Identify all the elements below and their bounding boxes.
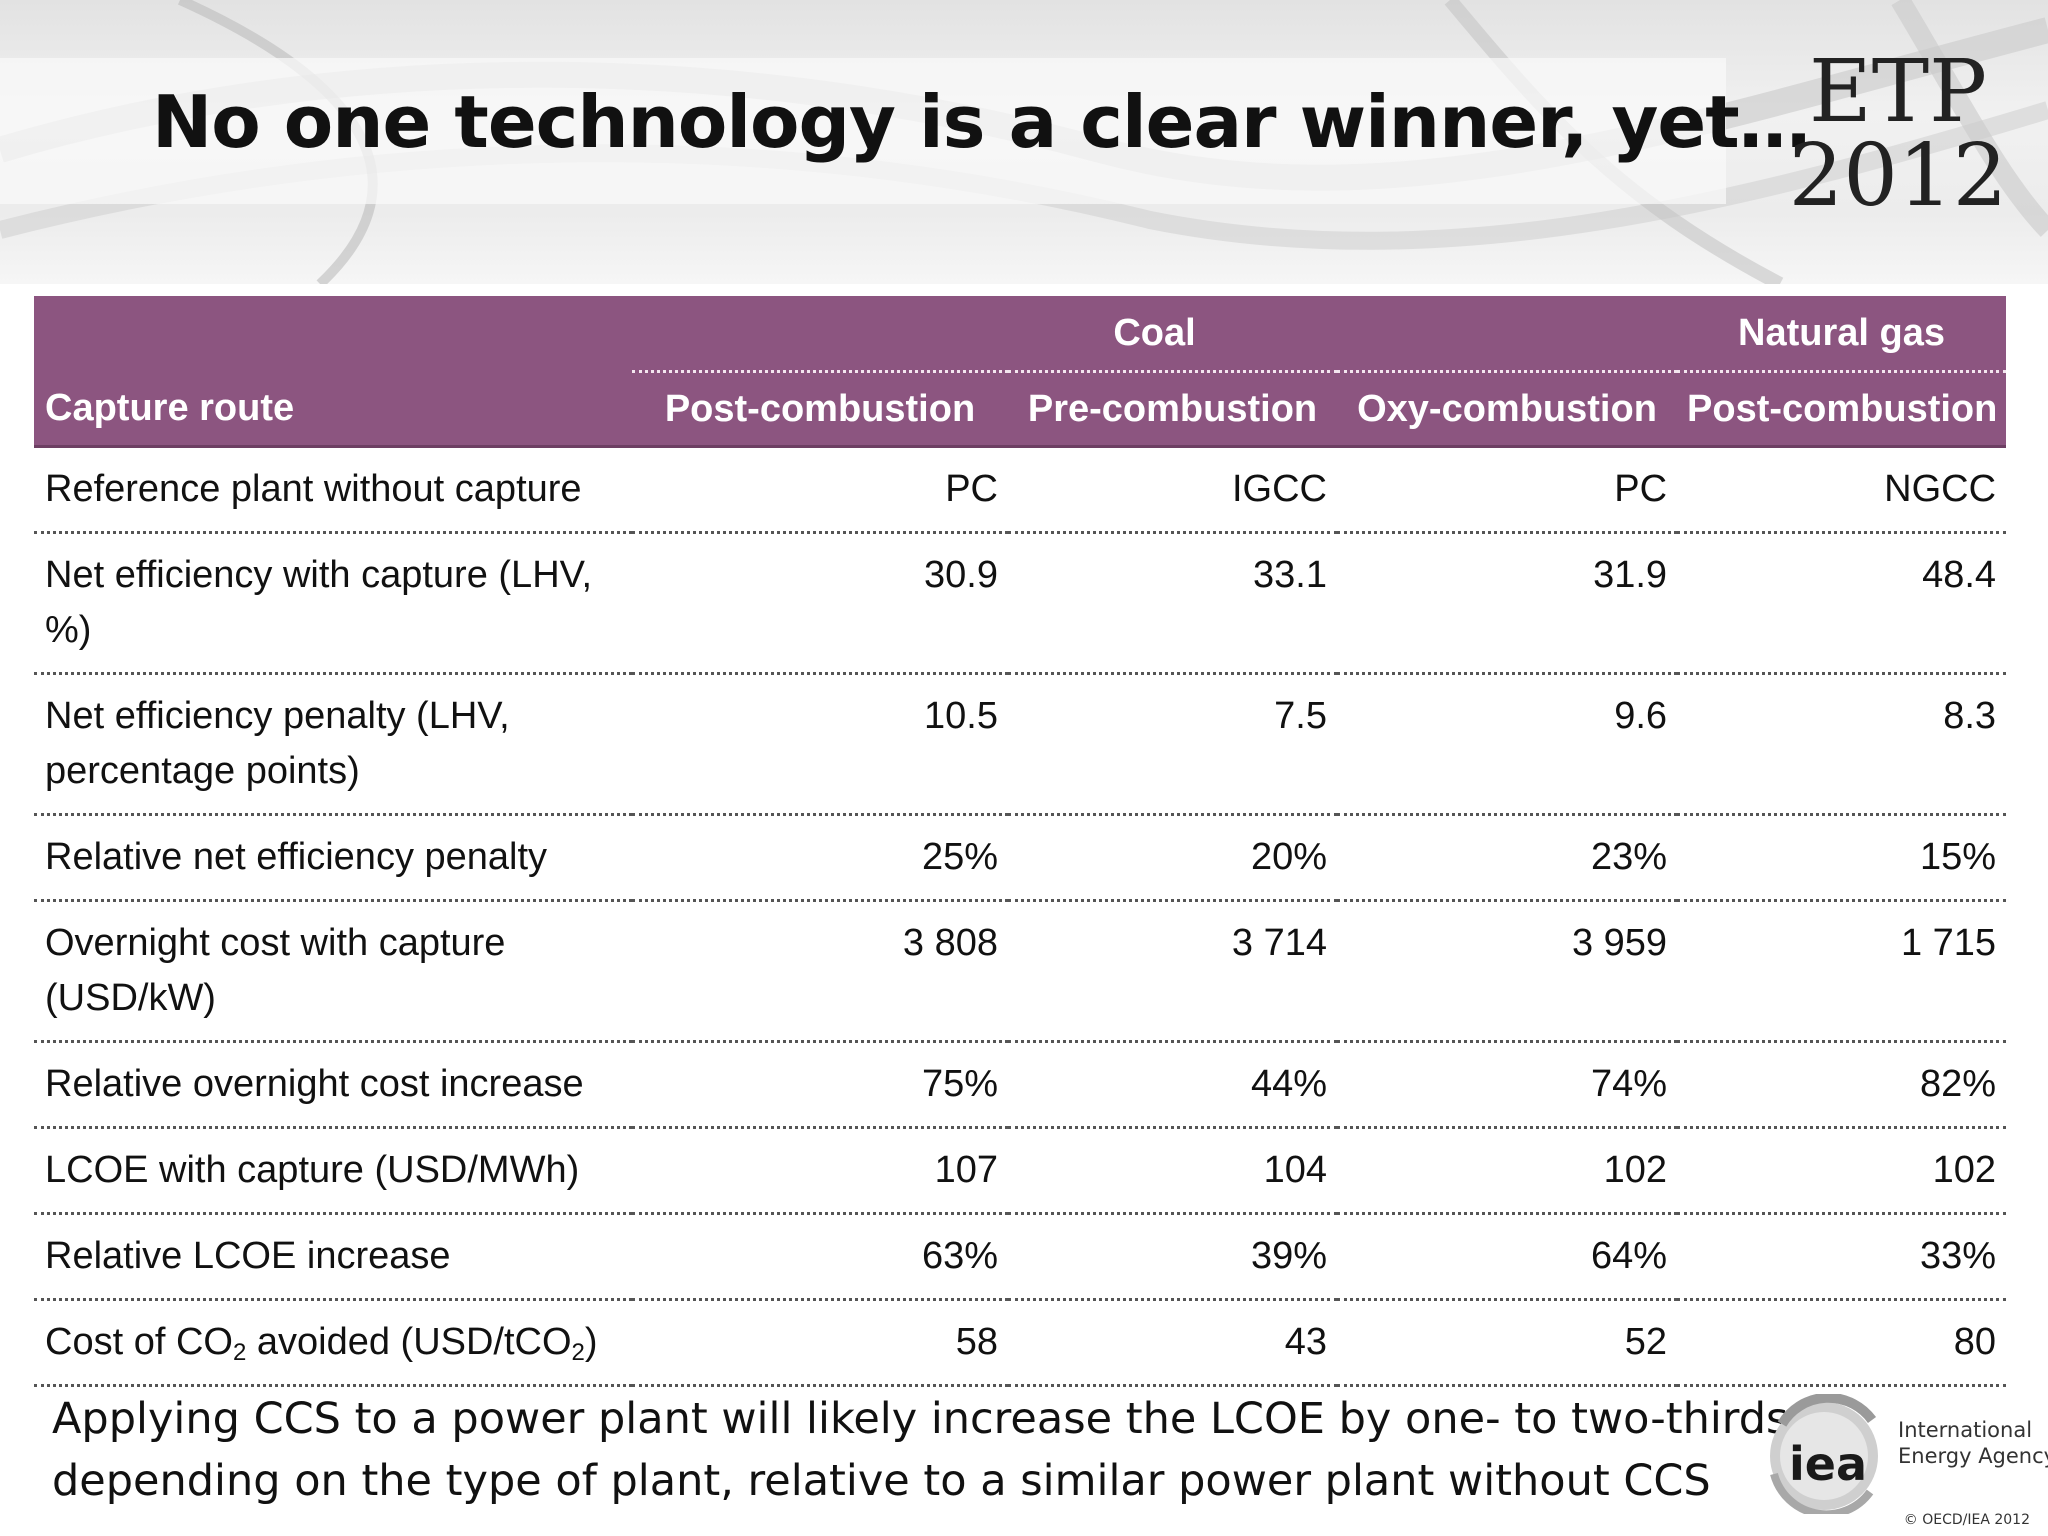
table-cell: 25% [632,814,1008,902]
slide-title: No one technology is a clear winner, yet… [152,80,1811,164]
table-cell: 33.1 [1008,532,1337,675]
group-header-empty [34,296,632,372]
table-column-header-row: Capture route Post-combustion Pre-combus… [34,371,2007,448]
table-cell: 23% [1337,814,1678,902]
column-header-coal-post-combustion: Post-combustion [632,371,1008,448]
iea-logo-icon: iea [1770,1394,1878,1514]
table-row: Net efficiency penalty (LHV, percentage … [34,673,2007,816]
table-cell: PC [632,446,1008,534]
group-header-coal: Coal [632,296,1678,373]
row-label: LCOE with capture (USD/MWh) [34,1127,632,1215]
row-label: Relative overnight cost increase [34,1041,632,1129]
row-label: Net efficiency penalty (LHV, percentage … [34,673,632,816]
table-cell: IGCC [1008,446,1337,534]
table-cell: 52 [1337,1299,1678,1387]
table-cell: 58 [632,1299,1008,1387]
table-cell: 63% [632,1213,1008,1301]
table-cell: 82% [1677,1041,2007,1129]
row-label: Net efficiency with capture (LHV, %) [34,532,632,675]
table-cell: 33% [1677,1213,2007,1301]
table-row: Net efficiency with capture (LHV, %) 30.… [34,532,2007,675]
title-backdrop [0,58,1726,204]
ccs-comparison-table: Coal Natural gas Capture route Post-comb… [34,296,2007,1387]
row-label: Overnight cost with capture (USD/kW) [34,900,632,1043]
table-cell: 74% [1337,1041,1678,1129]
table-cell: 31.9 [1337,532,1678,675]
table-cell: 39% [1008,1213,1337,1301]
subscript-2: 2 [571,1339,585,1366]
table-row: Relative LCOE increase 63% 39% 64% 33% [34,1213,2007,1301]
row-label: Relative LCOE increase [34,1213,632,1301]
table-cell: 9.6 [1337,673,1678,816]
table-cell: 3 959 [1337,900,1678,1043]
summary-line-1: Applying CCS to a power plant will likel… [52,1394,1789,1444]
table-group-header-row: Coal Natural gas [34,296,2007,373]
table-cell: 1 715 [1677,900,2007,1043]
column-header-capture-route: Capture route [34,371,632,448]
table-cell: 8.3 [1677,673,2007,816]
iea-name-line2: Energy Agency [1898,1444,2048,1468]
subscript-2: 2 [232,1339,247,1366]
table-cell: 7.5 [1008,673,1337,816]
table-cell: PC [1337,446,1678,534]
row-label: Reference plant without capture [34,446,632,534]
column-header-coal-pre-combustion: Pre-combustion [1008,371,1337,448]
table-row: Relative overnight cost increase 75% 44%… [34,1041,2007,1129]
table-cell: 48.4 [1677,532,2007,675]
table-cell: 75% [632,1041,1008,1129]
summary-text: Applying CCS to a power plant will likel… [52,1388,1789,1512]
etp-2012-logo: ETP 2012 [1788,42,2008,227]
iea-name-line1: International [1898,1418,2033,1442]
table-cell: 20% [1008,814,1337,902]
table-row: Reference plant without capture PC IGCC … [34,446,2007,534]
table-row: Relative net efficiency penalty 25% 20% … [34,814,2007,902]
row-label-part: avoided (USD/tCO [246,1321,572,1363]
table-cell: 64% [1337,1213,1678,1301]
table-cell: 3 714 [1008,900,1337,1043]
table-cell: 10.5 [632,673,1008,816]
row-label-part: ) [584,1321,598,1363]
column-header-gas-post-combustion: Post-combustion [1677,371,2007,448]
group-header-natural-gas: Natural gas [1677,296,2007,373]
table-row: Overnight cost with capture (USD/kW) 3 8… [34,900,2007,1043]
column-header-coal-oxy-combustion: Oxy-combustion [1337,371,1678,448]
table-cell: 3 808 [632,900,1008,1043]
table-cell: 43 [1008,1299,1337,1387]
table-cell: 30.9 [632,532,1008,675]
iea-name: International Energy Agency [1898,1417,2048,1469]
row-label: Cost of CO2 avoided (USD/tCO2) [34,1299,632,1387]
table-row: LCOE with capture (USD/MWh) 107 104 102 … [34,1127,2007,1215]
table-row: Cost of CO2 avoided (USD/tCO2) 58 43 52 … [34,1299,2007,1387]
header-banner: No one technology is a clear winner, yet… [0,0,2048,284]
etp-logo-line1: ETP [1808,42,1987,142]
table-cell: 80 [1677,1299,2007,1387]
table-cell: 44% [1008,1041,1337,1129]
row-label: Relative net efficiency penalty [34,814,632,902]
table-cell: 102 [1677,1127,2007,1215]
table-cell: 104 [1008,1127,1337,1215]
table-cell: 107 [632,1127,1008,1215]
etp-logo-line2: 2012 [1788,126,2008,227]
table-cell: NGCC [1677,446,2007,534]
table-cell: 15% [1677,814,2007,902]
table-cell: 102 [1337,1127,1678,1215]
iea-logo-text: iea [1789,1437,1867,1491]
copyright-notice: © OECD/IEA 2012 [1903,1512,2030,1528]
row-label-part: Cost of CO [45,1321,233,1363]
summary-line-2: depending on the type of plant, relative… [52,1456,1711,1506]
